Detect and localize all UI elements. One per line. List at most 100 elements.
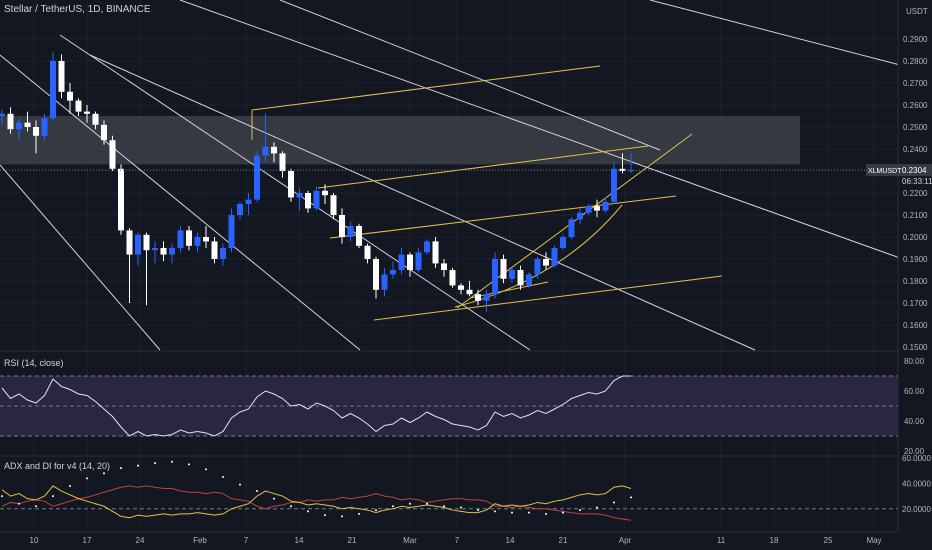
candle-body (458, 285, 464, 290)
rsi-tick-label: 20.00 (904, 447, 925, 456)
candle-body (143, 234, 150, 251)
candle-body (33, 127, 39, 136)
candle-body (271, 146, 277, 154)
adx-dot (494, 510, 496, 513)
chart-title: Stellar / TetherUS, 1D, BINANCE (4, 4, 151, 15)
candle-body (568, 219, 575, 237)
price-tick-label: 0.2800 (903, 57, 928, 66)
candle-body (347, 226, 354, 237)
adx-dot (358, 512, 360, 515)
time-tick-label: 11 (717, 536, 726, 545)
adx-dot (545, 512, 547, 515)
adx-tick-label: 40.0000 (902, 479, 931, 488)
trendline (179, 0, 901, 259)
candle-body (526, 274, 532, 286)
candle-body (466, 289, 473, 295)
candle-body (254, 155, 260, 200)
price-tick-label: 0.2900 (903, 35, 928, 44)
adx-dot (460, 506, 462, 509)
price-tick-label: 0.2100 (903, 211, 928, 220)
candle-body (84, 111, 90, 114)
trendline (59, 34, 531, 351)
adx-dot (171, 460, 173, 463)
time-tick-label: 18 (770, 536, 779, 545)
channel-line (373, 275, 723, 321)
adx-dot (239, 483, 241, 486)
time-tick-label: May (866, 536, 881, 545)
candle-body (220, 248, 226, 259)
candle-body (492, 259, 498, 295)
adx-dot (137, 464, 139, 467)
trendline (0, 164, 161, 351)
adx-dot (324, 514, 326, 517)
price-axis-unit: USDT (906, 7, 928, 16)
candle-body (24, 122, 31, 127)
candle-body (237, 204, 243, 215)
candle-body (50, 61, 56, 119)
candle-body (364, 245, 371, 259)
price-tick-label: 0.1800 (903, 277, 928, 286)
price-tick-label: 0.2200 (903, 189, 928, 198)
candle-body (483, 294, 490, 301)
candle-body (152, 248, 158, 251)
candle-body (602, 201, 609, 211)
candle-body (509, 270, 515, 279)
adx-dot (613, 501, 615, 504)
adx-dot (528, 511, 530, 514)
adx-dot (307, 510, 309, 513)
adx-dot (1, 495, 3, 498)
candle-body (534, 259, 541, 275)
price-tick-label: 0.2400 (903, 145, 928, 154)
rsi-line (1, 375, 631, 437)
rsi-tick-label: 40.00 (904, 417, 925, 426)
candle-body (305, 193, 311, 209)
candle-body (101, 124, 107, 141)
time-tick-label: 10 (30, 536, 39, 545)
time-tick-label: 17 (83, 536, 92, 545)
adx-dot (69, 484, 71, 487)
price-tick-label: 0.2600 (903, 101, 928, 110)
trendline (649, 0, 901, 66)
price-tick-label: 0.2000 (903, 233, 928, 242)
adx-dot (273, 497, 275, 500)
price-tick-label: 0.1900 (903, 255, 928, 264)
adx-dot (426, 502, 428, 505)
adx-dot (154, 462, 156, 465)
candle-body (432, 241, 439, 264)
channel-line (469, 281, 549, 299)
candle-body (330, 195, 337, 215)
channel-line (329, 195, 677, 239)
time-tick-label: 21 (348, 536, 357, 545)
resistance-zone (0, 116, 800, 165)
adx-dot (375, 509, 377, 512)
adx-dot (511, 511, 513, 514)
candle-body (398, 254, 405, 270)
candle-body (560, 237, 566, 248)
rsi-title: RSI (14, close) (4, 358, 64, 368)
candle-body (381, 274, 388, 290)
candle-body (322, 190, 328, 196)
time-tick-label: 24 (136, 536, 145, 545)
adx-tick-label: 60.0000 (902, 454, 931, 463)
candle-body (551, 248, 558, 266)
adx-dot (630, 496, 632, 499)
adx-tick-label: 20.0000 (902, 505, 931, 514)
price-axis-bg (898, 0, 932, 550)
candle-body (390, 270, 396, 275)
candle-body (160, 248, 167, 255)
candle-body (356, 226, 362, 246)
di-minus-line (1, 485, 632, 521)
time-tick-label: 14 (506, 536, 515, 545)
candle-body (339, 215, 345, 237)
candle-body (611, 168, 617, 202)
adx-dot (341, 515, 343, 518)
candle-body (135, 234, 141, 255)
candle-body (517, 270, 524, 286)
price-tick-label: 0.2500 (903, 123, 928, 132)
countdown-label: 06:33:11 (902, 177, 932, 186)
candle-body (67, 91, 73, 101)
time-tick-label: 7 (455, 536, 460, 545)
channel-line (317, 145, 649, 189)
